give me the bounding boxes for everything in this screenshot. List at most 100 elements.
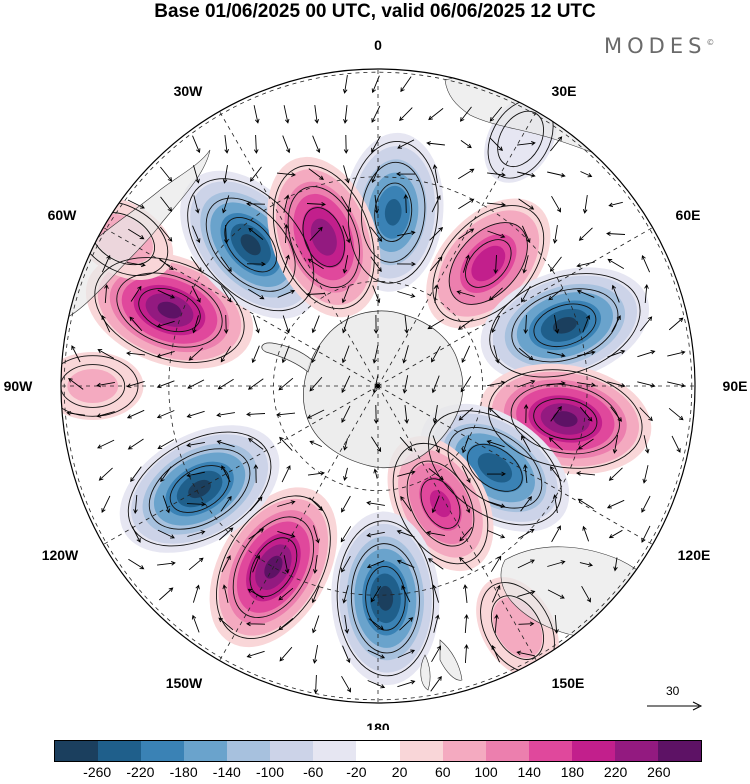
- wind-arrow: [433, 614, 440, 633]
- wind-arrow: [157, 529, 175, 539]
- contour-line: [533, 398, 598, 440]
- wind-arrow: [281, 345, 290, 364]
- wind-arrow: [644, 284, 649, 304]
- wind-arrow: [491, 584, 501, 603]
- contour-line: [272, 165, 375, 310]
- contour-line: [116, 272, 223, 348]
- contour-set: [336, 520, 435, 677]
- wind-arrow: [128, 558, 145, 570]
- wind-arrow: [157, 560, 176, 566]
- brand-name: MODES: [604, 34, 707, 58]
- wind-arrow: [222, 165, 228, 184]
- polar-stereographic-map: 0 30E 60E 90E 120E 150E 180 150W 120W 90…: [4, 37, 748, 730]
- wind-arrow: [101, 495, 111, 513]
- lon-label-0: 0: [374, 37, 382, 53]
- wind-arrow: [639, 407, 653, 422]
- wind-arrow: [547, 381, 566, 386]
- contour-set: [428, 410, 562, 526]
- wind-arrow: [671, 435, 681, 453]
- wind-arrow: [367, 649, 386, 659]
- wind-arrow: [431, 645, 441, 663]
- wind-arrow: [371, 135, 381, 153]
- wind-arrow: [402, 345, 409, 364]
- wind-arrow: [487, 380, 506, 387]
- wind-arrow: [156, 380, 175, 389]
- wind-arrow: [311, 315, 320, 334]
- colorbar-tick-label: 100: [474, 764, 498, 780]
- contour-line: [361, 161, 426, 263]
- wind-arrow: [247, 588, 264, 599]
- wind-arrow: [188, 347, 204, 361]
- wind-arrow: [222, 584, 229, 603]
- lon-label-150e: 150E: [552, 675, 585, 691]
- wind-arrow: [462, 495, 471, 514]
- colorbar-tick-label: -60: [303, 764, 324, 780]
- wind-arrow: [283, 105, 290, 124]
- colorbar-swatch: [657, 741, 701, 761]
- wind-arrow: [246, 412, 266, 417]
- contour-line: [287, 186, 360, 289]
- wind-arrow: [278, 377, 294, 391]
- anomaly-cell: [480, 267, 650, 384]
- wind-arrow: [489, 137, 503, 152]
- wind-arrow: [582, 195, 588, 214]
- contour-line: [350, 543, 420, 654]
- contour-line: [465, 239, 512, 288]
- contour-set: [489, 273, 641, 378]
- wind-arrow: [187, 379, 205, 389]
- wind-arrow: [127, 199, 145, 209]
- brand-mark: ©: [706, 38, 715, 47]
- wind-arrow: [311, 345, 321, 364]
- wind-arrow: [641, 495, 651, 513]
- wind-arrow: [404, 315, 409, 334]
- wind-arrow: [342, 585, 349, 604]
- wind-arrow: [366, 560, 385, 569]
- wind-arrow: [611, 315, 621, 333]
- wind-arrow: [517, 559, 535, 569]
- wind-arrow: [463, 584, 468, 603]
- wind-arrow: [309, 440, 322, 448]
- colorbar-tick-label: -140: [212, 764, 241, 780]
- wind-arrow: [370, 586, 381, 603]
- wind-arrow: [253, 464, 259, 484]
- wind-arrow: [579, 562, 594, 567]
- wind-arrow: [342, 645, 351, 664]
- wind-arrow: [248, 227, 264, 240]
- wind-arrow: [191, 614, 200, 633]
- wind-arrow: [373, 468, 378, 479]
- wind-arrow: [554, 614, 559, 634]
- wind-arrow: [431, 375, 440, 394]
- wind-arrow: [283, 555, 290, 574]
- colorbar-swatch: [571, 741, 615, 761]
- wind-arrow: [517, 590, 536, 598]
- wind-arrow: [192, 315, 199, 334]
- wind-arrow: [282, 254, 290, 273]
- wind-arrow: [402, 375, 409, 394]
- wind-arrow: [248, 528, 265, 540]
- height-anomaly-field: [61, 95, 652, 686]
- contour-line: [533, 303, 597, 348]
- wind-arrow: [343, 134, 349, 154]
- wind-arrow: [637, 381, 656, 388]
- wind-arrow: [343, 105, 348, 124]
- wind-arrow: [400, 495, 412, 512]
- wind-arrow: [521, 285, 531, 303]
- anomaly-band: [384, 199, 402, 226]
- wind-arrow: [518, 347, 534, 361]
- wind-arrow: [216, 440, 235, 448]
- wind-arrow: [397, 230, 416, 237]
- wind-arrow: [188, 557, 204, 571]
- wind-arrow: [66, 410, 85, 416]
- colorbar-swatch: [356, 741, 400, 761]
- wind-arrow: [186, 441, 205, 448]
- contour-line: [94, 257, 245, 364]
- wind-arrow: [428, 108, 444, 121]
- wind-arrow: [224, 224, 229, 244]
- wind-arrow: [521, 435, 531, 453]
- wind-arrow: [186, 471, 205, 478]
- colorbar-swatch: [313, 741, 357, 761]
- lon-label-120w: 120W: [42, 547, 79, 563]
- wind-arrow: [159, 226, 173, 242]
- colorbar-swatch: [399, 741, 443, 761]
- wind-arrow: [104, 284, 109, 304]
